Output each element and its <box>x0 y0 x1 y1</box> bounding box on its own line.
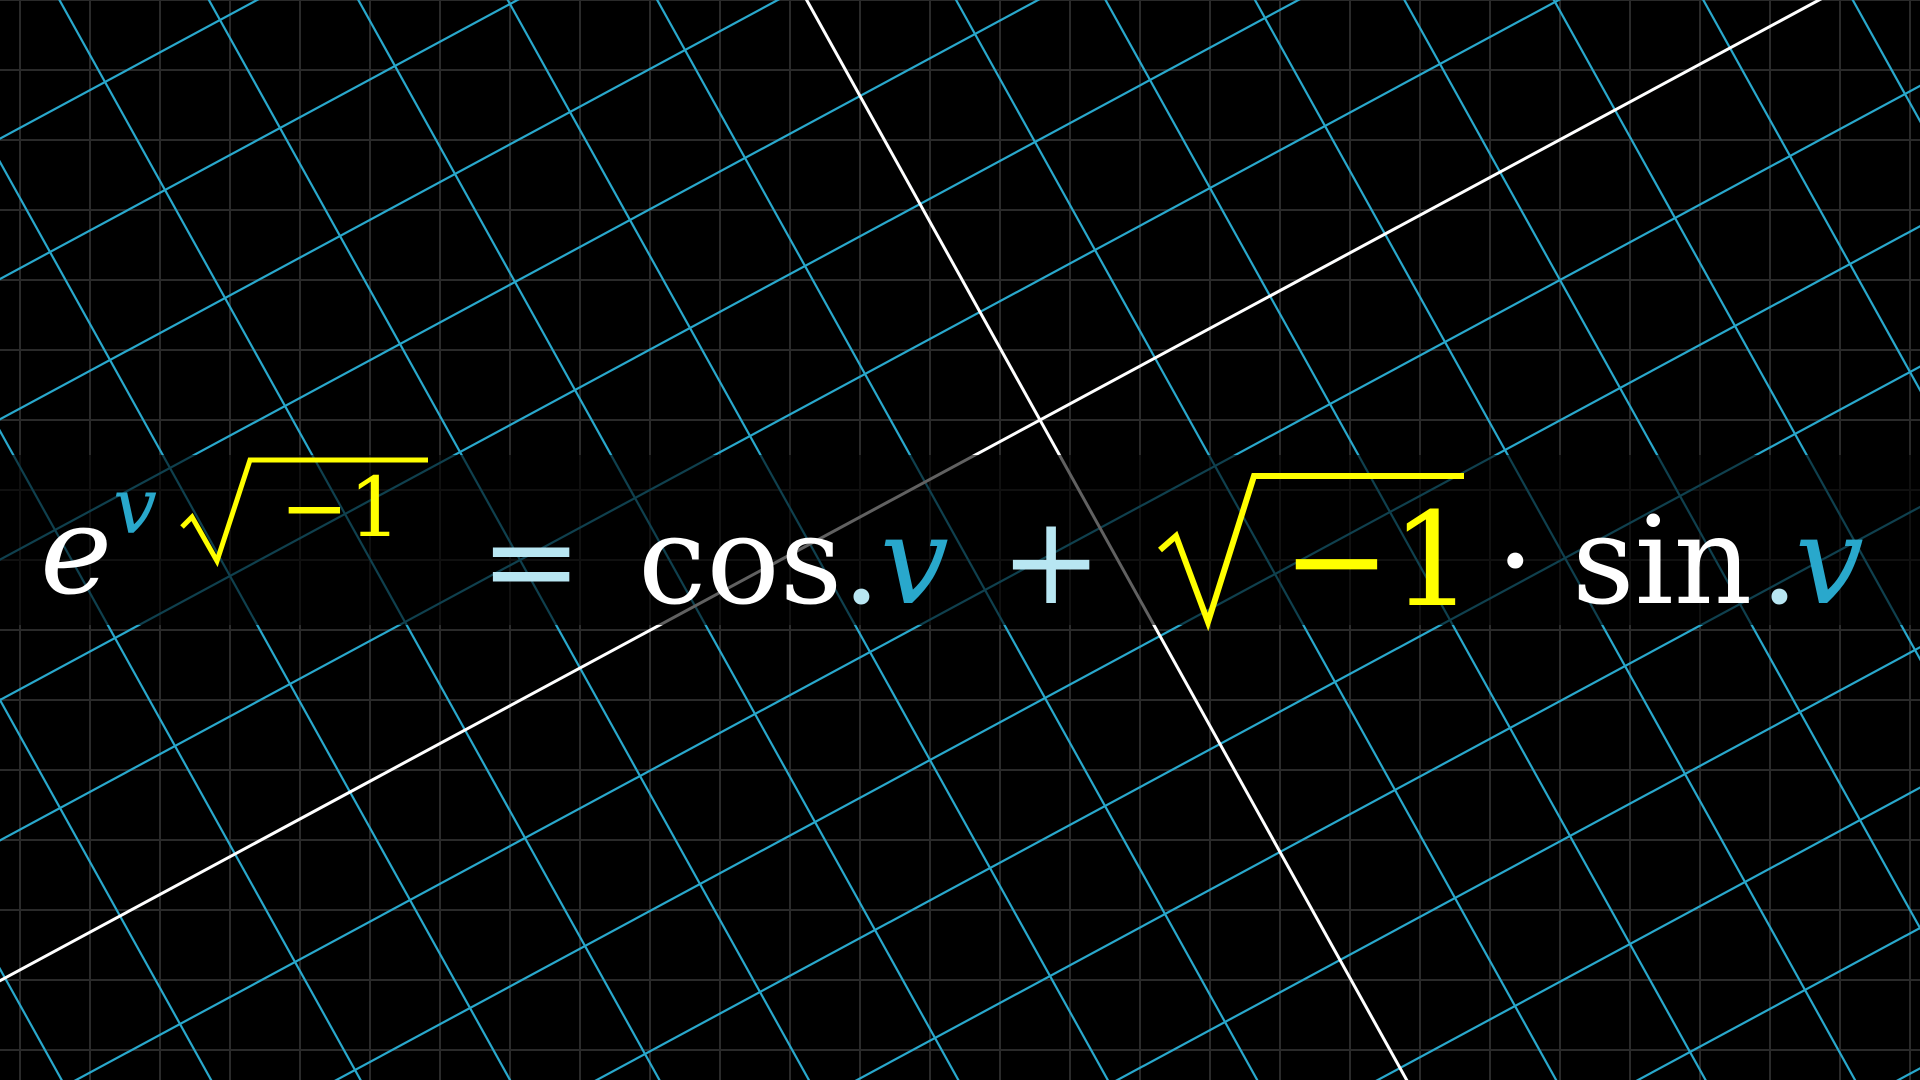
sin-function: sin <box>1572 490 1753 632</box>
exponent-radicand: −1 <box>280 461 401 556</box>
base-e: e <box>40 480 113 622</box>
equation-backdrop <box>0 455 1920 625</box>
variable-v-1: v <box>880 490 949 632</box>
dot-operator-1: . <box>842 490 881 632</box>
dot-operator-2: . <box>1760 490 1799 632</box>
exponent-variable-v: v <box>113 462 158 552</box>
exponent-radical-sign <box>180 457 428 568</box>
plus-sign: + <box>1000 490 1103 632</box>
center-dot-operator: · <box>1496 490 1535 632</box>
radical-sign <box>1158 473 1464 632</box>
cos-function: cos <box>638 490 843 632</box>
equals-sign: = <box>480 490 583 632</box>
variable-v-2: v <box>1795 490 1864 632</box>
radicand: −1 <box>1282 484 1474 636</box>
